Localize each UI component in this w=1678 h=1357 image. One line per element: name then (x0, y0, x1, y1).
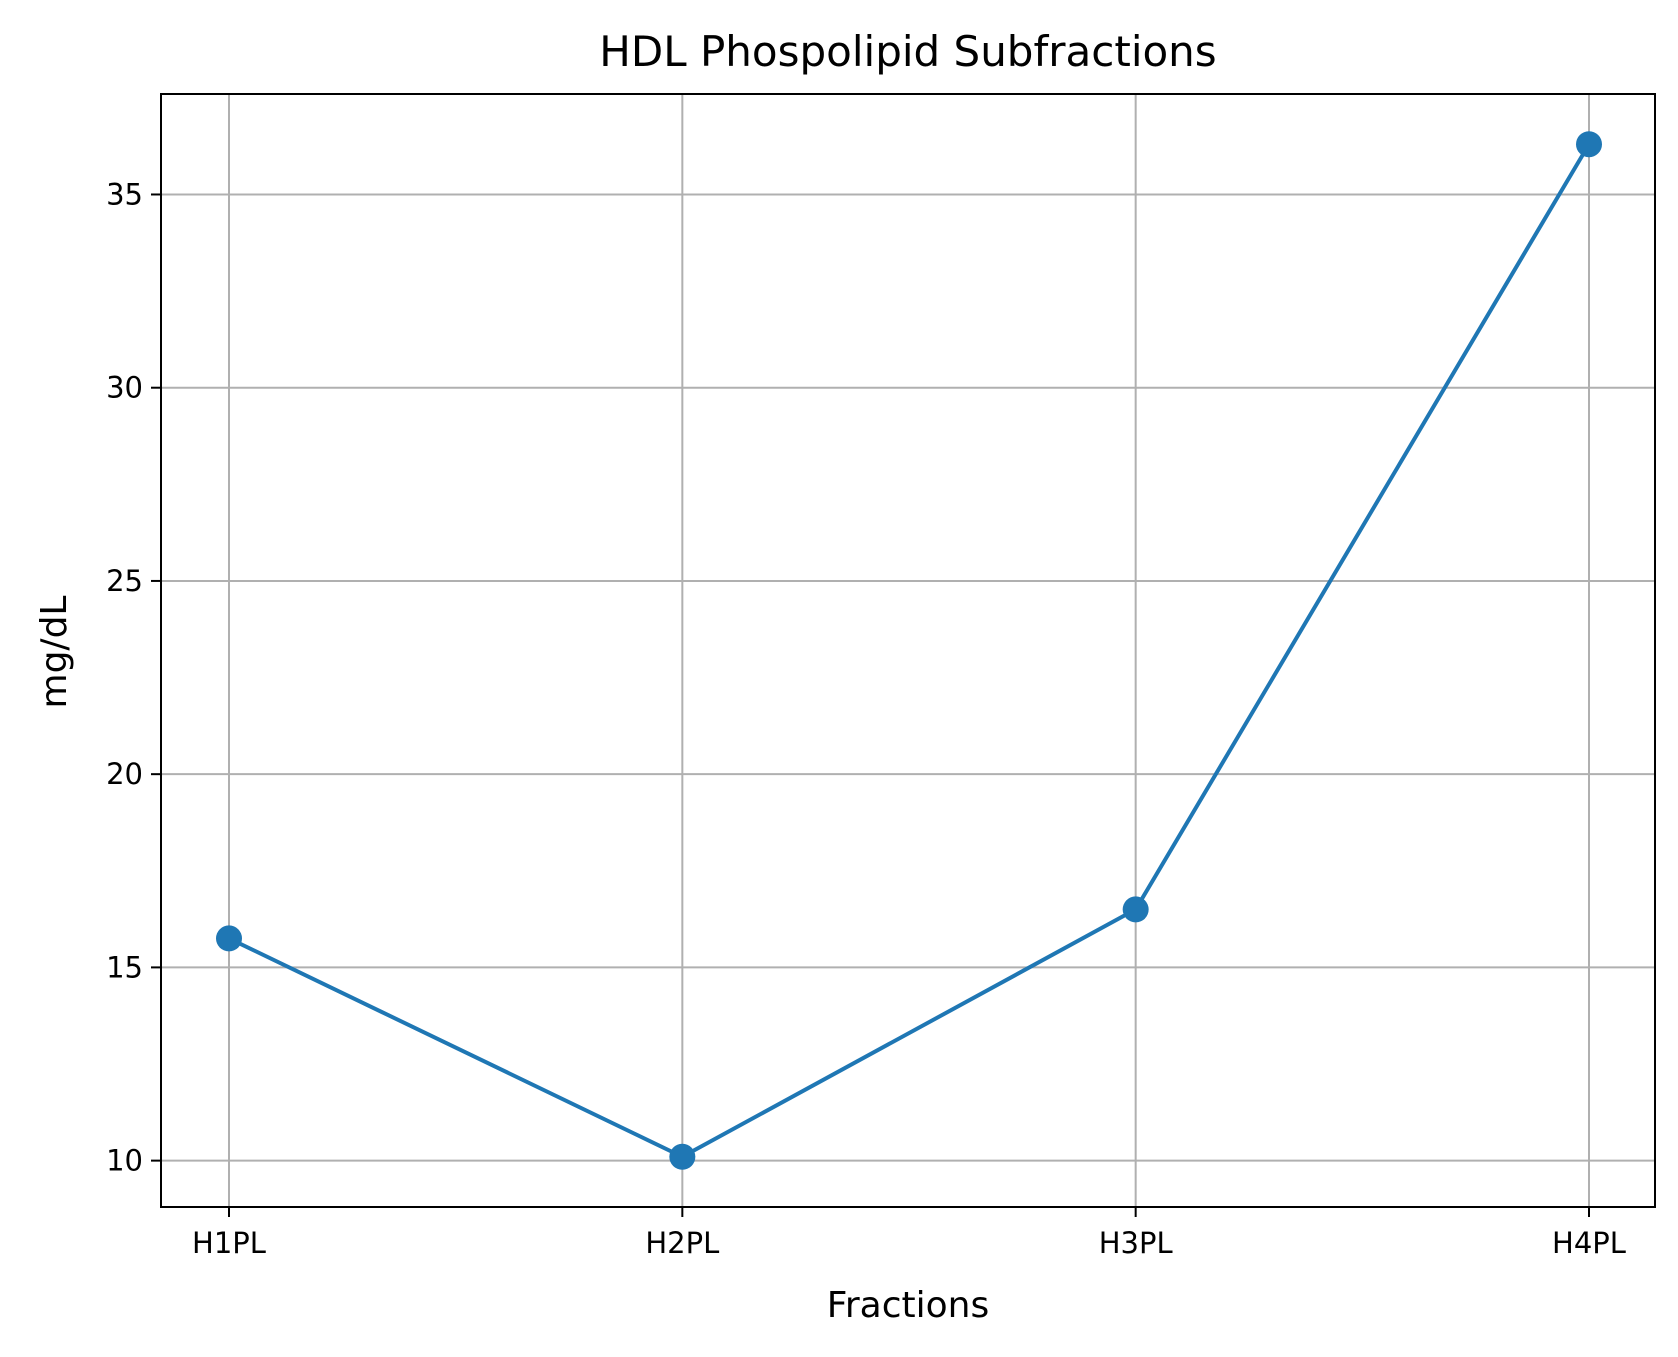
plot-frame (160, 93, 1656, 1208)
series-layer (216, 131, 1602, 1170)
y-tick-label: 30 (106, 371, 143, 405)
data-point (1122, 896, 1149, 923)
x-tick-label: H4PL (1552, 1226, 1626, 1260)
series-line (227, 142, 1591, 1159)
x-tick-label: H3PL (1099, 1226, 1173, 1260)
chart-title: HDL Phospolipid Subfractions (599, 27, 1216, 76)
grid (161, 94, 1655, 1207)
data-point (669, 1143, 696, 1170)
data-point (1576, 131, 1602, 158)
y-tick-label: 35 (106, 177, 143, 211)
y-tick-label: 15 (106, 950, 143, 984)
x-axis-label: Fractions (827, 1285, 989, 1326)
y-tick-label: 25 (106, 564, 143, 598)
data-point (216, 925, 242, 952)
axes: H1PL H2PL H3PL H4PL 10 15 20 25 30 35 (106, 177, 1626, 1260)
y-axis-label: mg/dL (34, 596, 75, 709)
x-tick-label: H2PL (645, 1226, 719, 1260)
y-tick-label: 10 (106, 1144, 143, 1178)
x-tick-label: H1PL (192, 1226, 266, 1260)
y-tick-label: 20 (106, 757, 143, 791)
